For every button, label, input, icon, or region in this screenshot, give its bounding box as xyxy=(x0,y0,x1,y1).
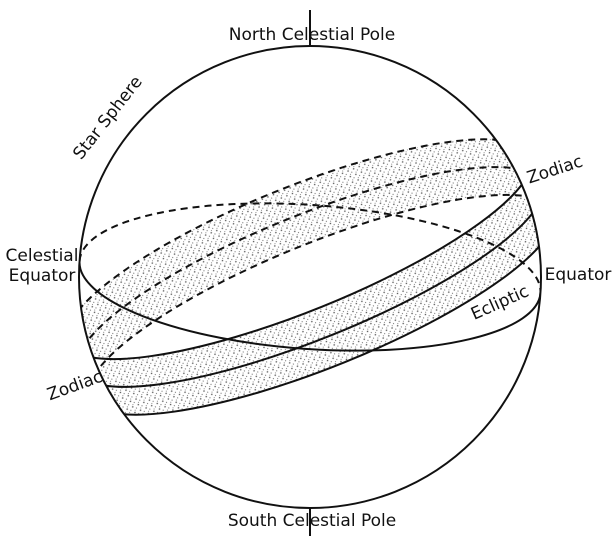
zodiac-edge-front xyxy=(88,210,541,416)
zodiac-edge-back xyxy=(87,193,541,399)
celestial-equator-label: Celestial xyxy=(6,246,79,266)
zodiac-label: Zodiac xyxy=(525,152,586,189)
zodiac-edge-front xyxy=(79,155,533,361)
sphere-contents xyxy=(79,138,541,416)
equator-back xyxy=(79,202,541,294)
equator-front xyxy=(79,260,541,352)
zodiac-band xyxy=(79,138,541,416)
zodiac-edge-back xyxy=(79,138,532,344)
band-stipple xyxy=(79,139,541,415)
north-pole-label: North Celestial Pole xyxy=(229,25,395,45)
star-sphere-label: Star Sphere xyxy=(69,72,146,163)
ecliptic-back xyxy=(79,166,541,372)
equator-label: Equator xyxy=(545,265,612,285)
equator xyxy=(79,202,541,352)
celestial-equator-label: Equator xyxy=(9,266,76,286)
zodiac-label: Zodiac xyxy=(45,367,106,405)
ecliptic-front xyxy=(79,182,541,388)
south-pole-label: South Celestial Pole xyxy=(228,511,396,531)
